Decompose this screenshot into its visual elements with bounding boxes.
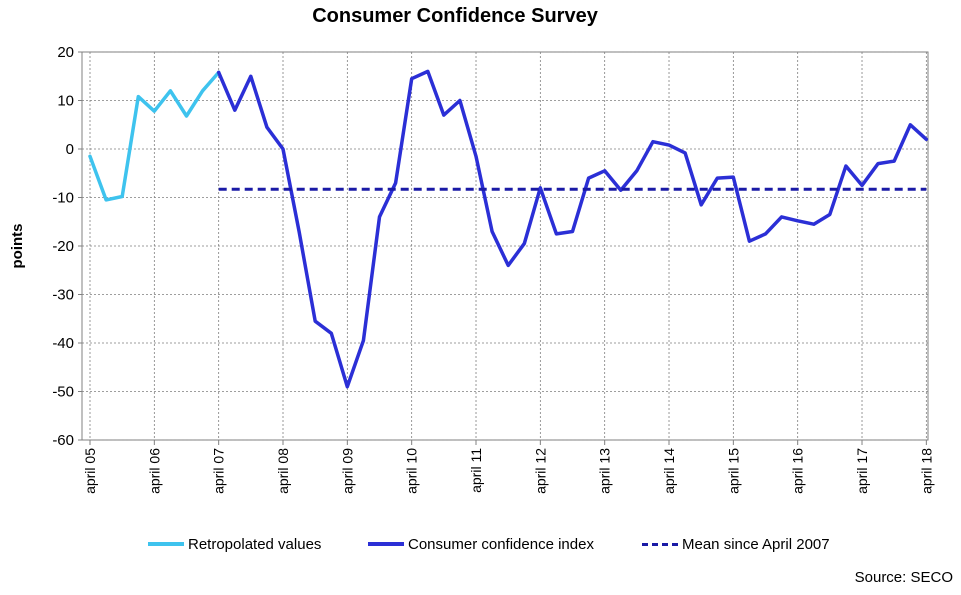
plot-area — [81, 51, 929, 441]
y-axis-label: points — [9, 224, 26, 269]
x-tick-label: april 10 — [404, 448, 420, 494]
chart-legend: Retropolated values Consumer confidence … — [0, 533, 961, 555]
legend-label-retropolated: Retropolated values — [188, 535, 322, 553]
legend-label-confidence-index: Consumer confidence index — [408, 535, 594, 553]
y-tick-label: -40 — [52, 335, 74, 352]
legend-swatch-retropolated — [148, 542, 184, 546]
legend-swatch-confidence-index — [368, 542, 404, 546]
y-tick-label: -60 — [52, 432, 74, 449]
x-tick-label: april 18 — [918, 448, 934, 494]
x-tick-label: april 07 — [211, 448, 227, 494]
series-retropolated-line — [88, 70, 221, 202]
x-tick-label: april 06 — [146, 448, 162, 494]
chart-title: Consumer Confidence Survey — [312, 5, 598, 27]
legend-item-confidence-index: Consumer confidence index — [368, 533, 594, 555]
y-tick-label: 10 — [57, 93, 74, 110]
y-tick-label: -50 — [52, 384, 74, 401]
x-tick-label: april 14 — [661, 448, 677, 494]
y-tick-label: 0 — [66, 141, 74, 158]
legend-label-mean: Mean since April 2007 — [682, 535, 830, 553]
y-tick-label: 20 — [57, 44, 74, 61]
series-confidence-index-line — [216, 69, 929, 389]
legend-item-retropolated: Retropolated values — [148, 533, 321, 555]
x-tick-label: april 12 — [532, 448, 548, 494]
x-tick-label: april 13 — [597, 448, 613, 494]
x-tick-label: april 08 — [275, 448, 291, 494]
x-tick-label: april 17 — [854, 448, 870, 494]
legend-item-mean: Mean since April 2007 — [642, 533, 830, 555]
y-tick-label: -20 — [52, 238, 74, 255]
y-tick-label: -10 — [52, 190, 74, 207]
x-tick-label: april 16 — [790, 448, 806, 494]
x-tick-label: april 11 — [468, 448, 484, 493]
legend-swatch-mean — [642, 542, 678, 546]
x-tick-label: april 15 — [725, 448, 741, 494]
source-note: Source: SECO — [854, 569, 953, 586]
y-tick-label: -30 — [52, 287, 74, 304]
x-tick-label: april 05 — [82, 448, 98, 494]
x-tick-label: april 09 — [339, 448, 355, 494]
